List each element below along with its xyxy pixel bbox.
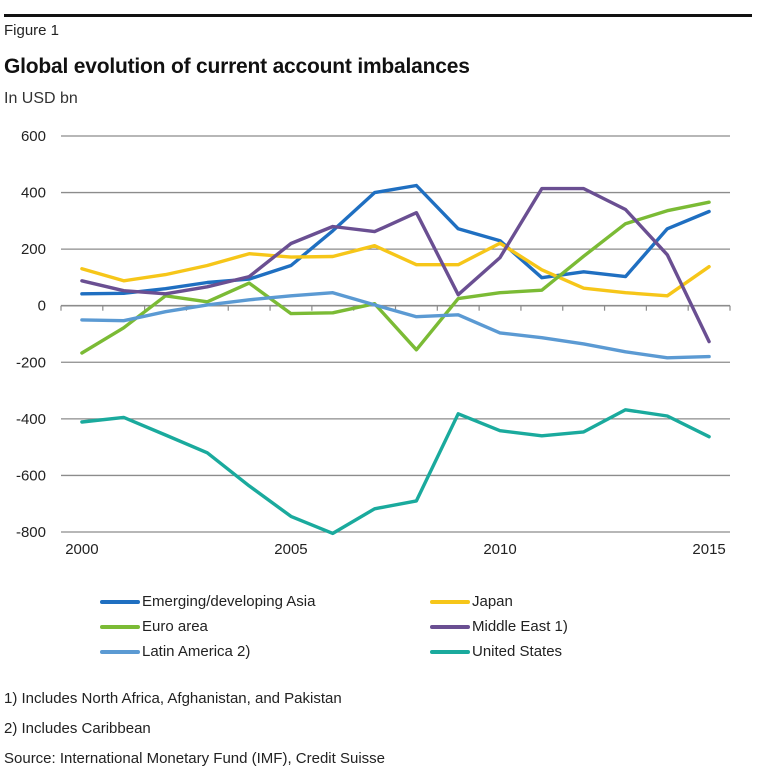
series-line-united-states [80,408,711,536]
legend-item: Middle East 1) [430,618,568,635]
footnote-2: 2) Includes Caribbean [4,720,151,737]
legend-swatch [430,624,470,629]
legend-label: United States [472,643,563,660]
x-tick-label: 2005 [274,541,307,558]
top-rule [4,14,752,17]
legend-label: Euro area [142,618,208,635]
y-tick-label: -400 [16,411,46,428]
y-tick-label: 200 [21,241,46,258]
y-tick-label: -200 [16,354,46,371]
legend-item: Euro area [100,618,208,635]
legend-item: Emerging/developing Asia [100,593,315,610]
y-tick-label: 400 [21,185,46,202]
legend-swatch [100,649,140,654]
x-axis [60,304,731,311]
legend-swatch [430,599,470,604]
chart-title: Global evolution of current account imba… [4,55,470,78]
y-tick-label: 600 [21,128,46,145]
legend-swatch [100,599,140,604]
x-axis-tick-labels: 2000 2005 2010 2015 [65,541,726,558]
x-tick-label: 2015 [692,541,725,558]
y-tick-label: -800 [16,524,46,541]
figure-label: Figure 1 [4,22,60,39]
legend-item: Japan [430,593,513,610]
footnote-1: 1) Includes North Africa, Afghanistan, a… [4,690,342,707]
y-tick-label: 0 [38,298,46,315]
series-lines [80,183,711,536]
legend-label: Emerging/developing Asia [142,593,316,610]
gridlines [61,135,730,533]
x-tick-label: 2010 [483,541,516,558]
legend-swatch [430,649,470,654]
series-line-emerging-developing-asia [80,183,711,296]
x-tick-label: 2000 [65,541,98,558]
series-line-japan [80,241,711,298]
series-line-middle-east-1 [80,186,711,344]
source-note: Source: International Monetary Fund (IMF… [4,750,385,767]
legend-swatch [100,624,140,629]
chart-subtitle: In USD bn [4,90,78,107]
legend-item: Latin America 2) [100,643,250,660]
series-line-euro-area [80,200,711,355]
y-axis-tick-labels: 600 400 200 0 -200 -400 -600 -800 [16,128,46,541]
legend-label: Japan [472,593,513,610]
y-tick-label: -600 [16,467,46,484]
series-line-latin-america-2 [80,291,711,360]
legend-label: Middle East 1) [472,618,568,635]
legend-label: Latin America 2) [142,643,251,660]
legend-item: United States [430,643,562,660]
